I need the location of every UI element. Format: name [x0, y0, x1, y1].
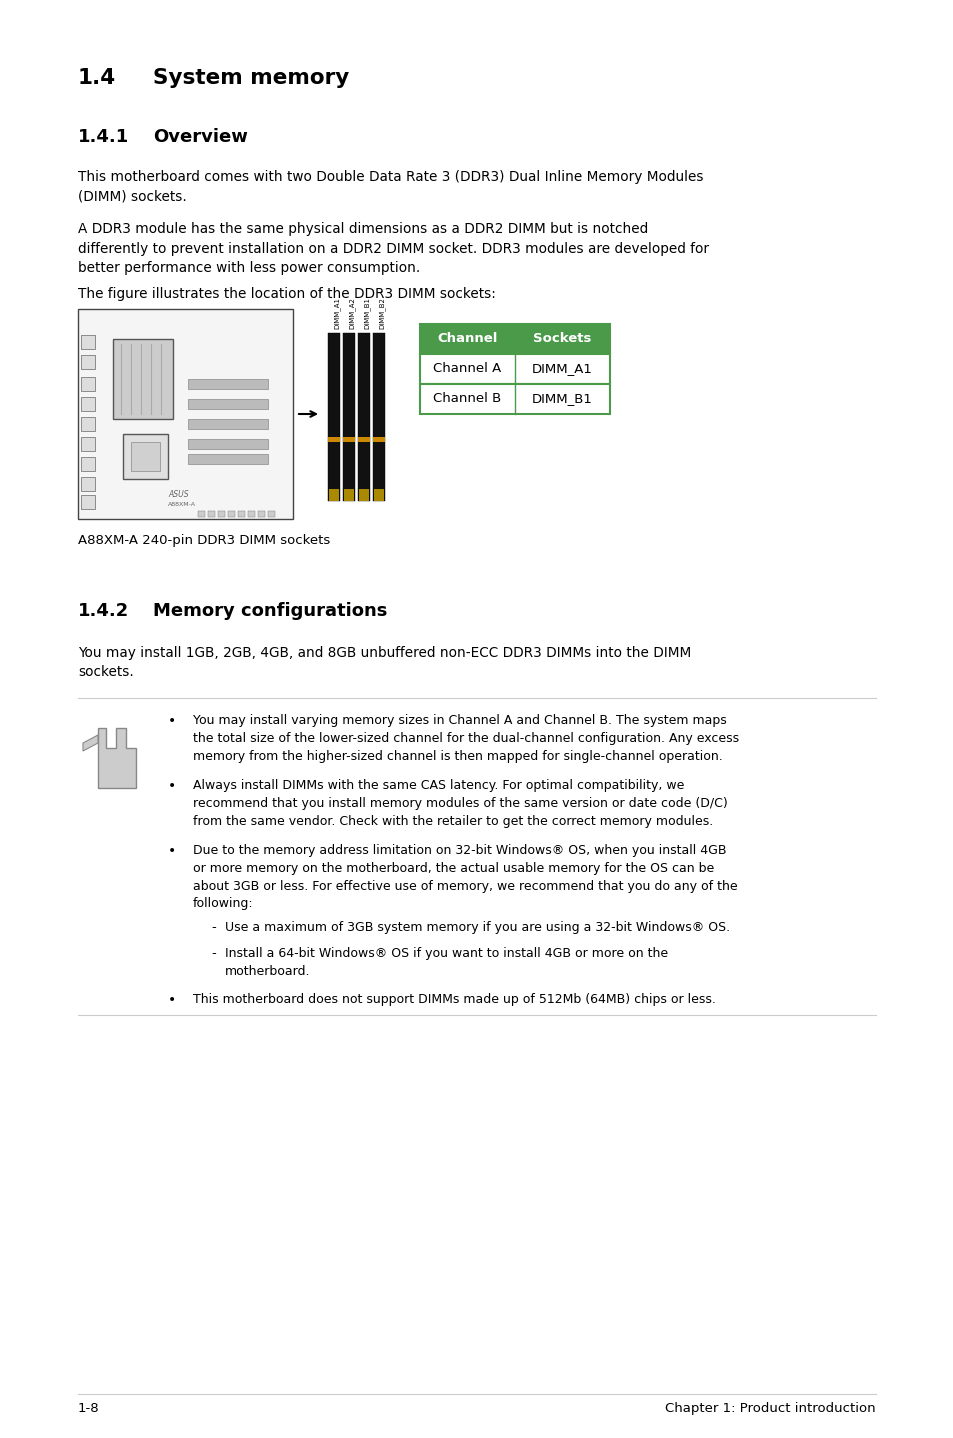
Bar [81, 377, 95, 391]
Polygon shape [83, 735, 98, 751]
Bar [357, 437, 370, 443]
Text: Channel A: Channel A [433, 362, 501, 375]
Bar [358, 489, 369, 500]
Bar [78, 309, 293, 519]
Bar [374, 489, 384, 500]
Text: DIMM_A1: DIMM_A1 [532, 362, 593, 375]
Bar [268, 510, 274, 518]
Text: DIMM_A2: DIMM_A2 [349, 298, 355, 329]
Bar [357, 334, 370, 500]
Text: Overview: Overview [152, 128, 248, 147]
Text: 1.4.1: 1.4.1 [78, 128, 129, 147]
Text: This motherboard does not support DIMMs made up of 512Mb (64MB) chips or less.: This motherboard does not support DIMMs … [193, 994, 715, 1007]
Bar [81, 335, 95, 349]
Text: DIMM_A1: DIMM_A1 [334, 298, 340, 329]
Bar [328, 334, 339, 500]
Bar [123, 434, 168, 479]
Text: System memory: System memory [152, 68, 349, 88]
Bar [329, 489, 338, 500]
Bar [188, 418, 268, 429]
Bar [228, 510, 234, 518]
Text: •: • [168, 779, 176, 792]
Bar [343, 437, 355, 443]
Text: 1-8: 1-8 [78, 1402, 99, 1415]
Text: Channel: Channel [436, 332, 497, 345]
Bar [131, 441, 160, 472]
Text: Chapter 1: Product introduction: Chapter 1: Product introduction [664, 1402, 875, 1415]
Text: DIMM_B2: DIMM_B2 [378, 298, 385, 329]
Bar [188, 454, 268, 464]
Text: A88XM-A: A88XM-A [168, 502, 195, 508]
Text: Due to the memory address limitation on 32-bit Windows® OS, when you install 4GB: Due to the memory address limitation on … [193, 844, 737, 910]
Bar [81, 397, 95, 411]
Text: This motherboard comes with two Double Data Rate 3 (DDR3) Dual Inline Memory Mod: This motherboard comes with two Double D… [78, 170, 702, 204]
Text: A DDR3 module has the same physical dimensions as a DDR2 DIMM but is notched
dif: A DDR3 module has the same physical dime… [78, 221, 708, 275]
Text: The figure illustrates the location of the DDR3 DIMM sockets:: The figure illustrates the location of t… [78, 288, 496, 301]
Text: You may install varying memory sizes in Channel A and Channel B. The system maps: You may install varying memory sizes in … [193, 715, 739, 762]
Text: DIMM_B1: DIMM_B1 [532, 393, 593, 406]
Bar [419, 324, 609, 354]
Text: Install a 64-bit Windows® OS if you want to install 4GB or more on the
motherboa: Install a 64-bit Windows® OS if you want… [225, 948, 667, 978]
Text: Always install DIMMs with the same CAS latency. For optimal compatibility, we
re: Always install DIMMs with the same CAS l… [193, 779, 727, 828]
Bar [344, 489, 354, 500]
Bar [208, 510, 214, 518]
Bar [188, 439, 268, 449]
Text: You may install 1GB, 2GB, 4GB, and 8GB unbuffered non-ECC DDR3 DIMMs into the DI: You may install 1GB, 2GB, 4GB, and 8GB u… [78, 646, 691, 680]
Text: Sockets: Sockets [533, 332, 591, 345]
Text: A88XM-A 240-pin DDR3 DIMM sockets: A88XM-A 240-pin DDR3 DIMM sockets [78, 533, 330, 546]
Text: ASUS: ASUS [168, 490, 189, 499]
Bar [248, 510, 254, 518]
Bar [112, 339, 172, 418]
Text: -: - [211, 920, 215, 935]
Bar [328, 437, 339, 443]
Bar [81, 457, 95, 472]
Text: •: • [168, 994, 176, 1007]
Bar [373, 437, 385, 443]
Polygon shape [98, 728, 136, 788]
Bar [237, 510, 245, 518]
Bar [257, 510, 265, 518]
Bar [81, 417, 95, 431]
Text: •: • [168, 715, 176, 728]
Text: Use a maximum of 3GB system memory if you are using a 32-bit Windows® OS.: Use a maximum of 3GB system memory if yo… [225, 920, 729, 935]
Bar [188, 398, 268, 408]
Text: Channel B: Channel B [433, 393, 501, 406]
Text: 1.4: 1.4 [78, 68, 116, 88]
Bar [81, 495, 95, 509]
Bar [198, 510, 205, 518]
Bar [81, 437, 95, 452]
Text: Memory configurations: Memory configurations [152, 603, 387, 620]
Bar [373, 334, 385, 500]
Text: •: • [168, 844, 176, 858]
Bar [343, 334, 355, 500]
Bar [218, 510, 225, 518]
Bar [188, 380, 268, 390]
Text: 1.4.2: 1.4.2 [78, 603, 129, 620]
Bar [419, 384, 609, 414]
Bar [81, 355, 95, 370]
Bar [81, 477, 95, 490]
Text: DIMM_B1: DIMM_B1 [364, 298, 371, 329]
Bar [419, 354, 609, 384]
Text: -: - [211, 948, 215, 961]
